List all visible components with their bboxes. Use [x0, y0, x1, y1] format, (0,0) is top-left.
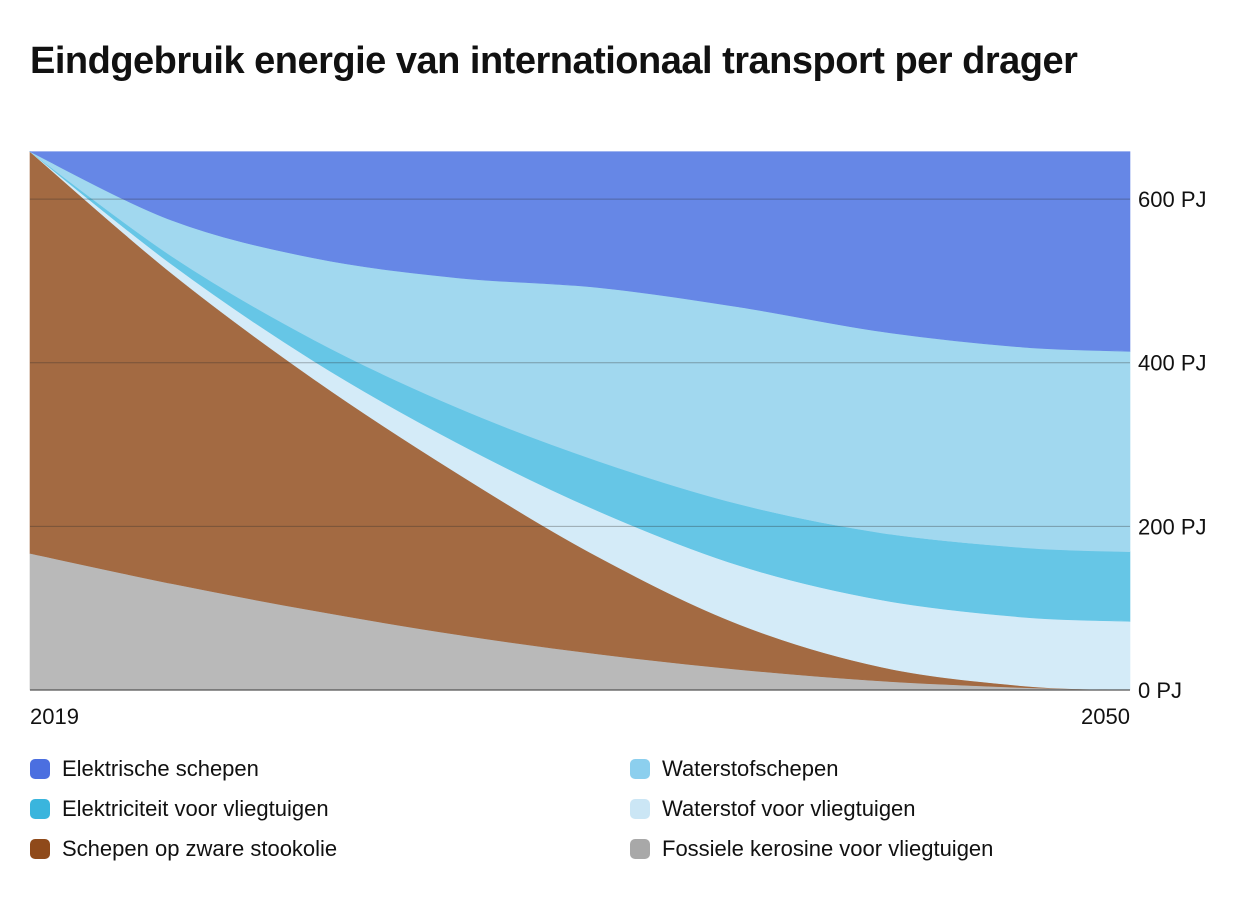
legend-item-elektrische-schepen: Elektrische schepen: [30, 756, 630, 782]
legend-swatch: [30, 759, 50, 779]
area-series-group: [29, 150, 1131, 691]
stacked-area-chart: 0 PJ 200 PJ 400 PJ 600 PJ 2019 2050: [29, 150, 1207, 729]
legend-label: Elektrische schepen: [62, 756, 259, 781]
x-tick-label: 2050: [1081, 704, 1130, 729]
legend-item-elektriciteit-voor-vliegtuigen: Elektriciteit voor vliegtuigen: [30, 796, 630, 822]
legend-item-waterstof-voor-vliegtuigen: Waterstof voor vliegtuigen: [630, 796, 1210, 822]
legend-swatch: [630, 839, 650, 859]
x-axis-ticks: 2019 2050: [30, 704, 1130, 729]
area-elektrische-schepen: [29, 151, 1131, 352]
legend-label: Waterstofschepen: [662, 756, 839, 781]
legend-label: Elektriciteit voor vliegtuigen: [62, 796, 329, 821]
legend-swatch: [30, 839, 50, 859]
y-tick-label: 600 PJ: [1138, 187, 1207, 212]
legend-label: Schepen op zware stookolie: [62, 836, 338, 861]
gridlines: [30, 198, 1130, 691]
y-tick-label: 400 PJ: [1138, 351, 1207, 376]
y-tick-label: 0 PJ: [1138, 678, 1182, 703]
legend: Elektrische schepen Waterstofschepen Ele…: [30, 756, 1210, 862]
legend-item-waterstofschepen: Waterstofschepen: [630, 756, 1210, 782]
legend-swatch: [630, 759, 650, 779]
legend-item-schepen-op-zware-stookolie: Schepen op zware stookolie: [30, 836, 630, 862]
x-tick-label: 2019: [30, 704, 79, 729]
legend-item-fossiele-kerosine-voor-vliegtuigen: Fossiele kerosine voor vliegtuigen: [630, 836, 1210, 862]
legend-label: Fossiele kerosine voor vliegtuigen: [662, 836, 994, 861]
y-tick-label: 200 PJ: [1138, 514, 1207, 539]
y-axis-ticks: 0 PJ 200 PJ 400 PJ 600 PJ: [1138, 187, 1207, 703]
legend-swatch: [630, 799, 650, 819]
legend-swatch: [30, 799, 50, 819]
chart-title: Eindgebruik energie van internationaal t…: [30, 40, 1078, 82]
legend-label: Waterstof voor vliegtuigen: [662, 796, 916, 821]
